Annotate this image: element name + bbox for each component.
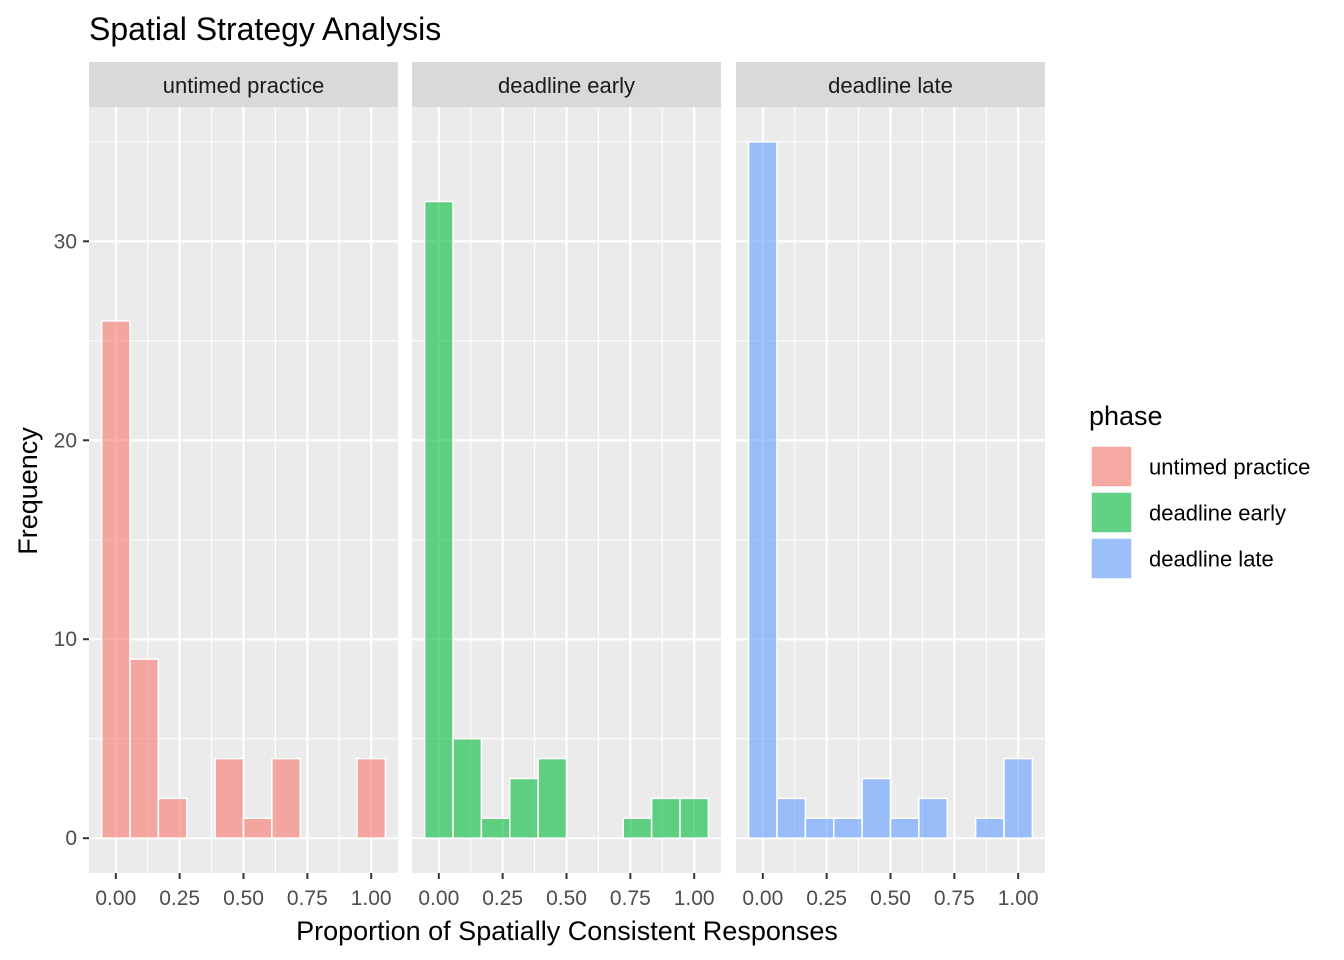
histogram-bar (861, 777, 892, 839)
histogram-bar (129, 658, 160, 839)
histogram-bar (271, 757, 302, 839)
x-tick-label: 0.00 (418, 887, 459, 910)
histogram-bar (480, 817, 511, 839)
y-tick-label: 10 (54, 628, 77, 651)
legend: phase untimed practice deadline early dead… (1089, 401, 1310, 580)
facet-strip (412, 62, 721, 107)
x-tick-label: 0.25 (482, 887, 523, 910)
histogram-bar (918, 797, 949, 839)
histogram-bar (650, 797, 681, 839)
facet-strip (89, 62, 398, 107)
histogram-bar (423, 200, 454, 839)
x-tick-label: 0.50 (223, 887, 264, 910)
histogram-bar (776, 797, 807, 839)
facet-panel: untimed practice 0.00 0.25 0.50 0.75 1.00 (89, 62, 398, 910)
x-tick-label: 0.25 (159, 887, 200, 910)
facet-strip-label: untimed practice (163, 73, 324, 98)
histogram-bar (242, 817, 273, 839)
histogram-bar (804, 817, 835, 839)
legend-title: phase (1089, 401, 1163, 431)
histogram-bar (157, 797, 188, 839)
x-tick-label: 1.00 (351, 887, 392, 910)
histogram-bar (889, 817, 920, 839)
histogram-bar (974, 817, 1005, 839)
histogram-bar (747, 141, 778, 839)
histogram-bar (622, 817, 653, 839)
x-tick-label: 0.25 (806, 887, 847, 910)
histogram-bar (537, 757, 568, 839)
chart-title: Spatial Strategy Analysis (89, 11, 441, 47)
facet-strip-label: deadline late (828, 73, 953, 98)
histogram-bar (100, 320, 131, 839)
x-tick-label: 0.00 (95, 887, 136, 910)
x-tick-label: 0.00 (742, 887, 783, 910)
y-tick-label: 0 (65, 827, 77, 850)
x-tick-label: 0.50 (546, 887, 587, 910)
legend-swatch (1090, 537, 1133, 580)
y-axis-title: Frequency (13, 427, 43, 555)
y-tick-label: 30 (54, 230, 77, 253)
facet-panel: deadline early 0.00 0.25 0.50 0.75 1.00 (412, 62, 721, 910)
facet-panel: deadline late 0.00 0.25 0.50 0.75 1.00 (736, 62, 1045, 910)
legend-swatch (1090, 445, 1133, 488)
histogram-bar (832, 817, 863, 839)
facet-strip (736, 62, 1045, 107)
histogram-bar (508, 777, 539, 839)
legend-label: deadline late (1149, 547, 1274, 572)
histogram-bar (1003, 757, 1034, 839)
x-tick-label: 0.75 (287, 887, 328, 910)
x-tick-label: 1.00 (674, 887, 715, 910)
y-tick-label: 20 (54, 429, 77, 452)
histogram-bar (452, 737, 483, 839)
x-tick-label: 0.75 (934, 887, 975, 910)
histogram-bar (214, 757, 245, 839)
x-tick-label: 1.00 (998, 887, 1039, 910)
x-tick-label: 0.75 (610, 887, 651, 910)
histogram-bar (679, 797, 710, 839)
legend-swatch (1090, 491, 1133, 534)
legend-label: untimed practice (1149, 455, 1310, 480)
y-axis: 0 10 20 30 (54, 230, 89, 850)
x-axis-title: Proportion of Spatially Consistent Respo… (296, 916, 838, 946)
facet-strip-label: deadline early (498, 73, 635, 98)
legend-label: deadline early (1149, 501, 1286, 526)
x-tick-label: 0.50 (870, 887, 911, 910)
histogram-bar (356, 757, 387, 839)
